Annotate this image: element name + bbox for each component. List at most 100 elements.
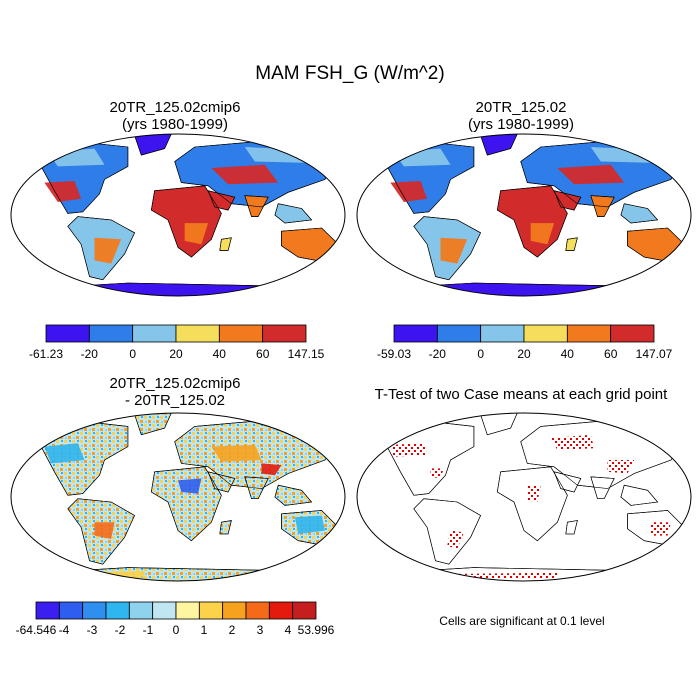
colorbar-1-label-6: 147.15 [288,347,325,361]
coastline-india-4 [590,476,615,499]
colorbar-3-swatch-6 [175,601,200,620]
coastline-arabia-4 [553,471,582,493]
coastline-southAmerica-3 [67,498,135,565]
coastline-madagascar-3 [219,520,232,535]
colorbar-3-swatch-5 [152,601,177,620]
field-region-2-4 [590,147,668,164]
coastline-india-1 [244,195,269,217]
panel-3-title: 20TR_125.02cmip6 - 20TR_125.02 [10,375,340,409]
field-region-1-2 [211,164,279,185]
colorbar-1-swatch-2 [132,324,177,343]
significant-cells-5 [447,530,464,550]
diff-region-3 [178,478,202,494]
panel-2-title-line2: (yrs 1980-1999) [468,116,574,133]
colorbar-1-swatch-5 [262,324,307,343]
map-panel-4 [356,412,692,582]
coastline-eurasia-3 [174,421,339,489]
coastline-madagascar-4 [565,520,578,535]
field-region-2-2 [557,164,625,185]
map-border-1 [10,133,346,297]
colorbar-3-swatch-7 [198,601,224,620]
diff-region-6 [77,570,145,579]
colorbar-2-swatch-4 [566,324,612,343]
panel-3-title-line2: - 20TR_125.02 [124,392,226,409]
colorbar-2-swatch-3 [523,324,568,343]
continent-antarctica-1 [33,282,319,296]
diff-region-4 [94,522,115,539]
colorbar-3-label-2: -3 [87,623,98,637]
coastline-seAsia-2 [620,203,659,224]
colorbar-3-label-6: 1 [201,623,208,637]
coastline-arabia-2 [553,190,582,211]
colorbar-2-label-2: 0 [477,347,484,361]
coastline-seAsia-1 [274,203,313,224]
map-border-2 [356,133,692,297]
map-border-4 [356,412,692,582]
continent-antarctica-2 [379,282,665,296]
field-region-1-1 [94,237,122,264]
colorbar-3-label-0: -64.546 [16,623,57,637]
colorbar-3: -64.546 -4 -3 -2 -1 0 1 2 3 4 53.996 [16,601,335,637]
colorbar-1-label-1: -20 [81,347,99,361]
colorbar-2-swatch-0 [393,324,438,343]
field-region-2-3 [530,223,555,245]
colorbar-2-swatch-5 [610,324,655,343]
coastline-southAmerica-4 [413,498,481,565]
field-region-1-4 [244,147,322,164]
significant-cells-1 [430,468,444,479]
colorbar-2-label-1: -20 [429,347,447,361]
colorbar-3-swatch-11 [292,601,317,620]
field-region-1-0 [44,181,82,202]
colorbar-1: -61.23 -20 0 20 40 60 147.15 [29,324,325,361]
map-panel-1 [10,133,346,297]
panel-3-title-line1: 20TR_125.02cmip6 [109,375,241,392]
coastline-madagascar-2 [565,237,578,251]
map-panel-3 [10,412,346,582]
diff-region-1 [211,444,262,462]
colorbar-3-swatch-10 [268,601,294,620]
map-border-3 [10,412,346,582]
colorbar-2-label-6: 147.07 [636,347,673,361]
colorbar-2-label-0: -59.03 [377,347,411,361]
colorbar-3-swatch-9 [245,601,270,620]
colorbar-1-label-5: 60 [256,347,270,361]
colorbar-3-swatch-0 [35,601,60,620]
coastline-seAsia-3 [274,484,313,506]
panel-4-title: T-Test of two Case means at each grid po… [356,386,686,403]
colorbar-3-label-8: 3 [257,623,264,637]
diff-region-0 [44,443,85,464]
significance-note: Cells are significant at 0.1 level [439,614,605,628]
colorbar-2-label-5: 60 [604,347,618,361]
colorbar-3-label-4: -1 [143,623,154,637]
significant-cells-0 [390,443,428,457]
coastline-africa-1 [150,185,222,258]
panel-2-title: 20TR_125.02 (yrs 1980-1999) [356,99,686,133]
significant-cells-2 [550,434,595,450]
colorbar-3-label-3: -2 [115,623,126,637]
colorbar-3-label-5: 0 [173,623,180,637]
colorbar-3-swatch-8 [222,601,247,620]
coastline-eurasia-2 [520,141,685,208]
coastline-southAmerica-2 [413,216,481,281]
coastline-africa-4 [496,466,568,542]
colorbar-2-label-4: 40 [561,347,575,361]
panel-1-title-line2: (yrs 1980-1999) [122,116,228,133]
colorbar-3-label-7: 2 [229,623,236,637]
coastline-seAsia-4 [620,484,659,506]
coastline-eurasia-1 [174,141,339,208]
panel-1-title-line1: 20TR_125.02cmip6 [109,99,241,116]
diff-region-5 [294,515,325,534]
coastline-southAmerica-1 [67,216,135,281]
colorbar-2-label-3: 20 [517,347,531,361]
colorbar-3-swatch-2 [82,601,107,620]
panel-4-title-line1: T-Test of two Case means at each grid po… [374,386,668,403]
coastline-arabia-3 [207,471,236,493]
significant-cells-7 [423,572,558,580]
colorbar-1-swatch-1 [88,324,134,343]
map-panel-2 [356,133,692,297]
coastline-arabia-1 [207,190,236,211]
coastline-africa-3 [150,466,222,542]
colorbar-3-label-10: 53.996 [298,623,335,637]
coastline-india-2 [590,195,615,217]
panel-2-title-line1: 20TR_125.02 [475,99,567,116]
